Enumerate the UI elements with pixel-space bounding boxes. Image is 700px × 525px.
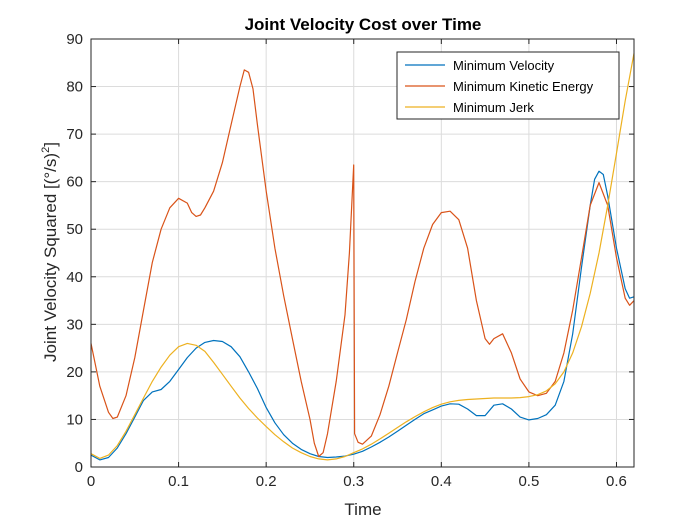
y-tick-label: 80 bbox=[66, 79, 83, 96]
x-tick-label: 0.2 bbox=[256, 473, 277, 490]
y-tick-label: 0 bbox=[75, 459, 83, 476]
x-axis-label: Time bbox=[344, 500, 381, 519]
y-tick-label: 70 bbox=[66, 126, 83, 143]
series-line-3 bbox=[90, 53, 635, 461]
legend-label: Minimum Kinetic Energy bbox=[453, 79, 594, 94]
y-axis-label-superscript: 2 bbox=[40, 147, 52, 153]
x-tick-label: 0.1 bbox=[168, 473, 189, 490]
y-axis-label: Joint Velocity Squared [(°/s)2] bbox=[40, 142, 60, 362]
legend-label: Minimum Jerk bbox=[453, 100, 534, 115]
y-axis-label-close: ] bbox=[41, 142, 60, 147]
y-tick-label: 20 bbox=[66, 364, 83, 381]
series-line-1 bbox=[90, 170, 635, 461]
legend: Minimum Velocity Minimum Kinetic Energy Mi… bbox=[396, 51, 620, 120]
x-tick-label: 0.4 bbox=[431, 473, 452, 490]
legend-label: Minimum Velocity bbox=[453, 58, 555, 73]
y-tick-label: 60 bbox=[66, 174, 83, 191]
axis-ticks: 0 0.1 0.2 0.3 0.4 0.5 0.6 0 10 20 30 40 50 60 70 80 90 bbox=[66, 31, 634, 490]
x-tick-label: 0.5 bbox=[518, 473, 539, 490]
y-tick-label: 90 bbox=[66, 31, 83, 48]
y-tick-label: 50 bbox=[66, 221, 83, 238]
series-lines bbox=[90, 53, 635, 461]
series-line-2 bbox=[90, 69, 635, 458]
x-tick-label: 0 bbox=[87, 473, 95, 490]
x-tick-label: 0.6 bbox=[606, 473, 627, 490]
y-axis-label-main: Joint Velocity Squared [(°/s) bbox=[41, 153, 60, 362]
plot-area-border bbox=[90, 38, 635, 468]
y-tick-label: 10 bbox=[66, 411, 83, 428]
y-tick-label: 30 bbox=[66, 316, 83, 333]
y-tick-label: 40 bbox=[66, 269, 83, 286]
chart-title: Joint Velocity Cost over Time bbox=[245, 15, 482, 34]
x-tick-label: 0.3 bbox=[343, 473, 364, 490]
